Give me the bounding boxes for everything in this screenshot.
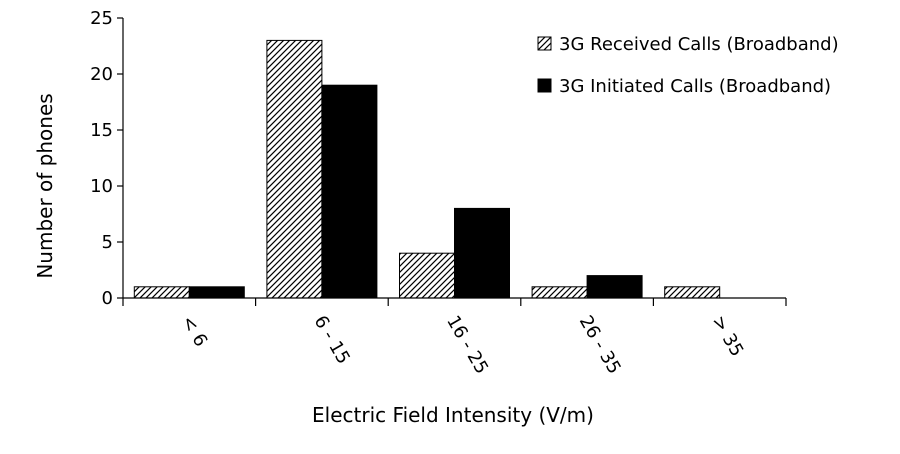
legend-swatch-initiated: [537, 78, 552, 93]
legend: 3G Received Calls (Broadband) 3G Initiat…: [537, 34, 839, 97]
bar-received: [664, 286, 721, 299]
y-axis-title: Number of phones: [33, 93, 57, 278]
bar-received: [266, 39, 323, 299]
x-tick-label: 26 - 35: [575, 312, 625, 378]
legend-label-received: 3G Received Calls (Broadband): [559, 34, 839, 55]
x-tick-label: 6 - 15: [310, 312, 354, 368]
y-tick-label: 20: [90, 64, 113, 85]
y-tick-label: 0: [102, 288, 113, 309]
y-tick-label: 10: [90, 176, 113, 197]
bar-initiated: [321, 84, 378, 299]
y-tick-label: 25: [90, 8, 113, 29]
bar-received: [531, 286, 588, 299]
bar-initiated: [454, 207, 510, 299]
bar-initiated: [188, 286, 245, 299]
y-tick-label: 5: [102, 232, 113, 253]
plot-area: 0 5 10 15 20 25 < 6 6 - 15 16 - 25 26 - 35 > 35: [90, 8, 787, 378]
bar-received: [399, 252, 455, 299]
x-tick-label: > 35: [707, 312, 747, 360]
legend-swatch-received: [537, 36, 552, 51]
legend-label-initiated: 3G Initiated Calls (Broadband): [559, 76, 831, 97]
bar-initiated: [586, 275, 643, 299]
x-tick-label: < 6: [177, 312, 211, 350]
x-tick-label: 16 - 25: [442, 312, 492, 378]
bar-received: [133, 286, 190, 299]
x-axis-title: Electric Field Intensity (V/m): [312, 403, 594, 427]
y-tick-label: 15: [90, 120, 113, 141]
